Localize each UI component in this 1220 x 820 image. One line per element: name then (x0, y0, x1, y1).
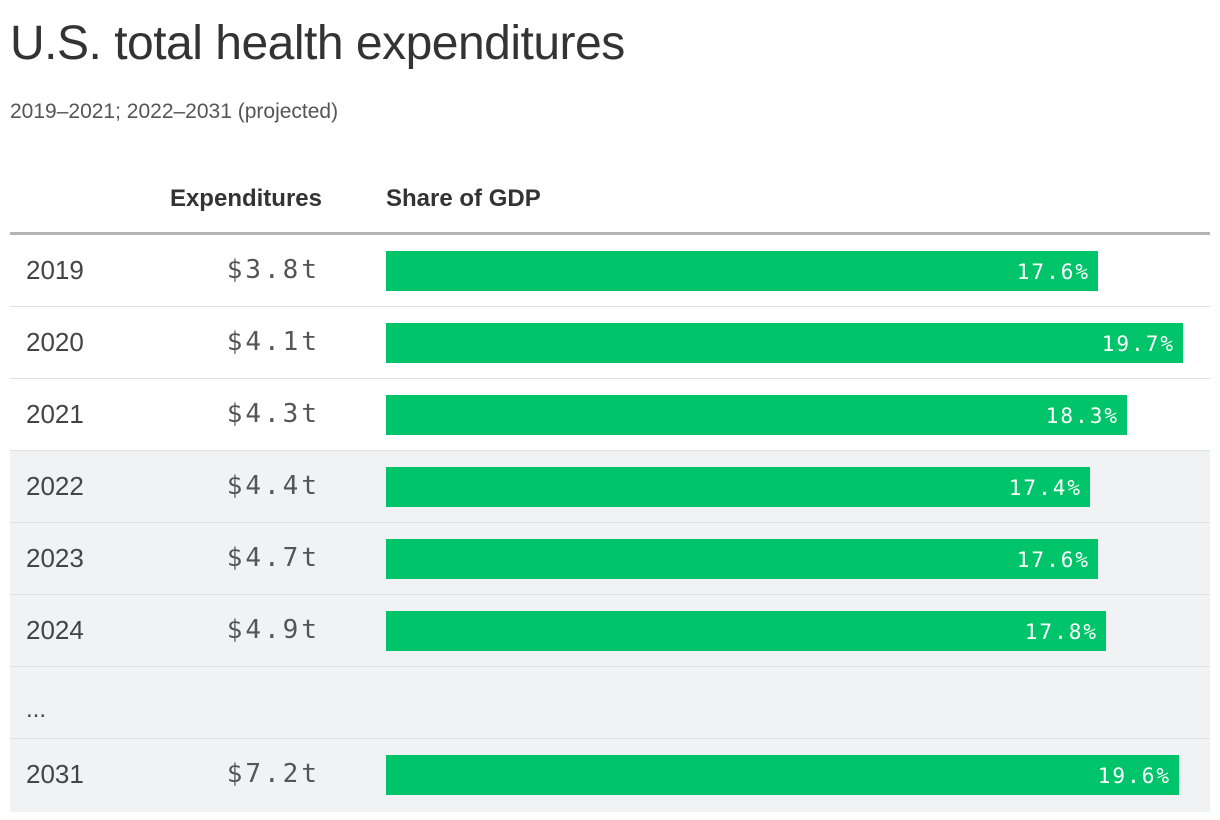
year-label: 2019 (26, 255, 84, 285)
column-header-expenditures: Expenditures (169, 185, 322, 212)
share-data-label: 17.8% (1024, 620, 1098, 644)
share-bar: 17.4% (386, 467, 1090, 507)
expenditure-value: $4.7t (226, 543, 320, 573)
chart-title: U.S. total health expenditures (10, 17, 625, 70)
share-data-label: 17.6% (1016, 548, 1090, 572)
data-table: 2019 $3.8t 17.6% 2020 $4.1t 19.7% 2021 $4.3t 18.… (10, 235, 1210, 812)
year-label: 2024 (26, 615, 84, 645)
expenditure-value: $4.4t (226, 471, 320, 501)
year-label: 2031 (26, 759, 84, 789)
share-bar: 19.6% (386, 755, 1179, 795)
share-bar: 17.6% (386, 251, 1098, 291)
year-label: 2023 (26, 543, 84, 573)
table-row: 2024 $4.9t 17.8% (10, 595, 1210, 667)
header-divider (10, 232, 1210, 235)
share-data-label: 19.6% (1097, 764, 1171, 788)
share-bar: 19.7% (386, 323, 1183, 363)
chart-subtitle: 2019–2021; 2022–2031 (projected) (10, 100, 339, 123)
ellipsis-label: ... (26, 696, 47, 723)
share-data-label: 18.3% (1045, 404, 1119, 428)
table-row: 2019 $3.8t 17.6% (10, 235, 1210, 307)
expenditure-value: $4.1t (226, 327, 320, 357)
year-label: 2020 (26, 327, 84, 357)
share-data-label: 17.6% (1016, 260, 1090, 284)
share-bar: 17.8% (386, 611, 1106, 651)
table-row: 2023 $4.7t 17.6% (10, 523, 1210, 595)
column-header-share-of-gdp: Share of GDP (386, 185, 541, 212)
expenditure-value: $4.9t (226, 615, 320, 645)
year-label: 2022 (26, 471, 84, 501)
share-data-label: 19.7% (1101, 332, 1175, 356)
expenditure-value: $7.2t (226, 759, 320, 789)
table-row: 2021 $4.3t 18.3% (10, 379, 1210, 451)
share-bar: 17.6% (386, 539, 1098, 579)
year-label: 2021 (26, 399, 84, 429)
share-data-label: 17.4% (1008, 476, 1082, 500)
expenditure-value: $4.3t (226, 399, 320, 429)
expenditure-value: $3.8t (226, 255, 320, 285)
table-row: 2020 $4.1t 19.7% (10, 307, 1210, 379)
table-row: 2022 $4.4t 17.4% (10, 451, 1210, 523)
table-row: 2031 $7.2t 19.6% (10, 739, 1210, 812)
share-bar: 18.3% (386, 395, 1127, 435)
table-row-ellipsis: ... (10, 667, 1210, 739)
